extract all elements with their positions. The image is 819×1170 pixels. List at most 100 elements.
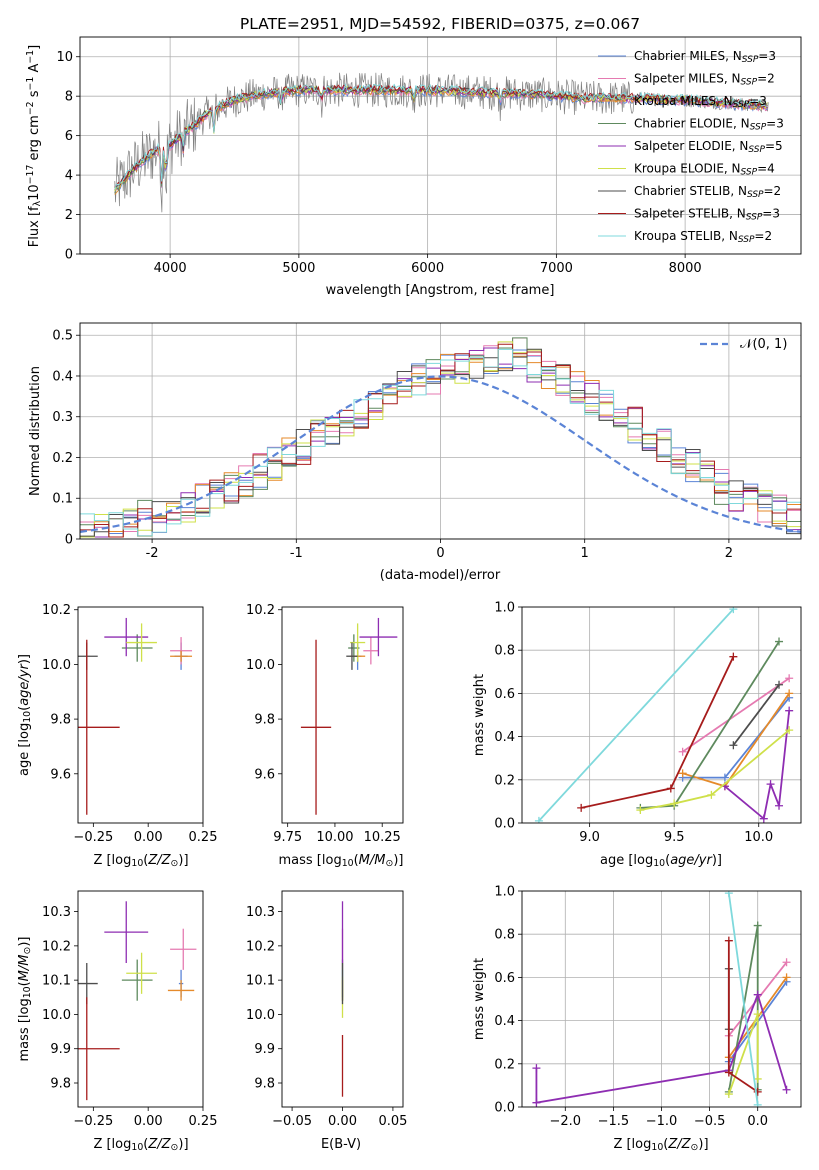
axes-frame <box>521 606 802 824</box>
legend-nssp: =2 <box>757 72 775 86</box>
label-part: age [log <box>17 723 32 776</box>
spectrum-y-label: Flux [fλ10−17 erg cm−2 s−1 A−1] <box>25 45 43 247</box>
label-part: age/yr <box>670 853 713 868</box>
weight-chabrier-stelib-marker <box>729 741 738 750</box>
legend-sub: SSP <box>748 145 765 155</box>
y-tick-label: 9.6 <box>50 767 71 782</box>
weight-kroupa-elodie-marker <box>724 1090 733 1099</box>
x-tick-label: 0.00 <box>134 830 163 845</box>
mass_vs_EBV-x-label: E(B-V) <box>321 1137 361 1152</box>
spectrum-x-label: wavelength [Angstrom, rest frame] <box>326 283 555 298</box>
weight-kroupa-elodie-marker <box>636 806 645 815</box>
legend-model: Kroupa ELODIE, N <box>634 162 741 176</box>
x-tick-label: -2 <box>146 546 159 561</box>
plot-area <box>78 617 193 815</box>
age_vs_Z-x-label: Z [log10(Z/Z⊙)] <box>93 853 188 869</box>
age_vs_mass-axes: 9.75 10.00 10.25 9.6 9.8 10.0 10.2 mass [log10(… <box>246 603 403 869</box>
spectrum-axes: 4000 5000 6000 7000 8000 0 2 4 6 8 10 wavelength [A… <box>25 36 802 298</box>
weight-salpeter-elodie-marker <box>759 814 768 823</box>
legend-entry: Kroupa MILES, NSSP=3 <box>634 94 767 110</box>
y-tick-label: 0.2 <box>52 451 73 466</box>
weight-kroupa-stelib <box>538 608 735 822</box>
weight_vs_Z-y-label: mass weight <box>472 958 487 1040</box>
x-tick-label: 2 <box>725 546 733 561</box>
y-tick-label: 0.4 <box>494 730 515 745</box>
weight-kroupa-miles-marker <box>785 689 794 698</box>
x-tick-label: 0.0 <box>747 1114 768 1129</box>
label-part: 10 <box>342 858 354 869</box>
spectrum-model-chabrier-stelib <box>114 84 768 188</box>
weight_vs_age-axes: 9.0 9.5 10.0 0.0 0.2 0.4 0.6 0.8 1.0 age [log10(a… <box>472 601 802 869</box>
label-part: A <box>27 64 42 77</box>
weight-chabrier-elodie-marker <box>753 921 762 930</box>
y-tick-label: 0.8 <box>494 928 515 943</box>
y-tick-label: 1.0 <box>494 601 515 616</box>
y-tick-label: 10.3 <box>246 905 275 920</box>
label-part: Z/Z <box>147 853 171 868</box>
label-part: 10 <box>653 858 665 869</box>
y-tick-label: 9.6 <box>254 767 275 782</box>
y-tick-label: 9.8 <box>50 713 71 728</box>
label-part: ⊙ <box>691 1142 699 1153</box>
legend-sub: SSP <box>742 55 759 65</box>
weight-chabrier-elodie <box>640 641 780 809</box>
y-tick-label: 4 <box>65 169 73 184</box>
residual-y-label: Normed distribution <box>28 366 43 496</box>
mass_vs_Z-y-label: mass [log10(M/M⊙)] <box>17 937 33 1062</box>
label-part: 10 <box>22 986 33 998</box>
weight-kroupa-miles-marker <box>678 769 687 778</box>
x-tick-label: 0 <box>436 546 444 561</box>
y-tick-label: 10 <box>56 50 73 65</box>
hist-salpeter-elodie <box>80 347 801 538</box>
label-part: ⊙ <box>171 858 179 869</box>
legend-model: Salpeter MILES, N <box>634 72 741 86</box>
legend-model: Kroupa MILES, N <box>634 94 733 108</box>
y-tick-label: 0.1 <box>52 492 73 507</box>
weight_vs_Z-x-label: Z [log10(Z/Z⊙)] <box>613 1137 708 1153</box>
weight-salpeter-elodie-marker <box>782 1085 791 1094</box>
weight-kroupa-stelib-marker <box>724 891 733 898</box>
x-tick-label: 0.25 <box>189 1114 218 1129</box>
y-tick-label: 10.1 <box>246 974 275 989</box>
label-part: ( <box>143 1137 148 1152</box>
mass_vs_Z-x-label: Z [log10(Z/Z⊙)] <box>93 1137 188 1153</box>
y-tick-label: 10.0 <box>42 658 71 673</box>
legend-entry: Chabrier ELODIE, NSSP=3 <box>634 117 784 133</box>
legend-nssp: =4 <box>757 162 775 176</box>
y-tick-label: 0.5 <box>52 329 73 344</box>
label-part: )] <box>178 853 188 868</box>
x-tick-label: −0.25 <box>73 830 113 845</box>
legend-entry: Chabrier MILES, NSSP=3 <box>634 49 776 65</box>
weight-salpeter-elodie-marker <box>785 706 794 715</box>
weight-salpeter-stelib-marker <box>724 936 733 945</box>
legend-nssp: =3 <box>766 117 784 131</box>
weight-salpeter-stelib-marker <box>729 652 738 661</box>
label-part: ⊙ <box>385 858 393 869</box>
age_vs_mass-x-label: mass [log10(M/M⊙)] <box>279 853 404 869</box>
plot-area <box>522 891 801 1107</box>
x-tick-label: −0.5 <box>694 1114 726 1129</box>
legend-sub: SSP <box>741 77 758 87</box>
label-part: 10 <box>131 1142 143 1153</box>
legend-entry: Kroupa ELODIE, NSSP=4 <box>634 162 775 178</box>
x-tick-label: −2.0 <box>550 1114 582 1129</box>
weight-kroupa-stelib-marker <box>753 1100 762 1107</box>
y-tick-label: 0.4 <box>52 369 73 384</box>
x-tick-label: 8000 <box>669 261 702 276</box>
plot-area <box>300 617 398 815</box>
legend-model: Salpeter ELODIE, N <box>634 139 748 153</box>
weight-chabrier-stelib-marker <box>775 680 784 689</box>
weight-salpeter-miles-marker <box>782 958 791 967</box>
weight-chabrier-miles-marker <box>720 773 729 782</box>
weight-salpeter-miles <box>682 677 790 753</box>
x-tick-label: 0.05 <box>378 1114 407 1129</box>
x-tick-label: −1.5 <box>598 1114 630 1129</box>
plot-area <box>78 901 197 1101</box>
plot-area <box>80 323 801 539</box>
label-part: ( <box>17 981 32 986</box>
legend-sub: SSP <box>738 235 755 245</box>
y-tick-label: 10.2 <box>42 603 71 618</box>
label-part: ( <box>665 853 670 868</box>
x-tick-label: 4000 <box>154 261 187 276</box>
x-tick-label: 9.0 <box>579 830 600 845</box>
